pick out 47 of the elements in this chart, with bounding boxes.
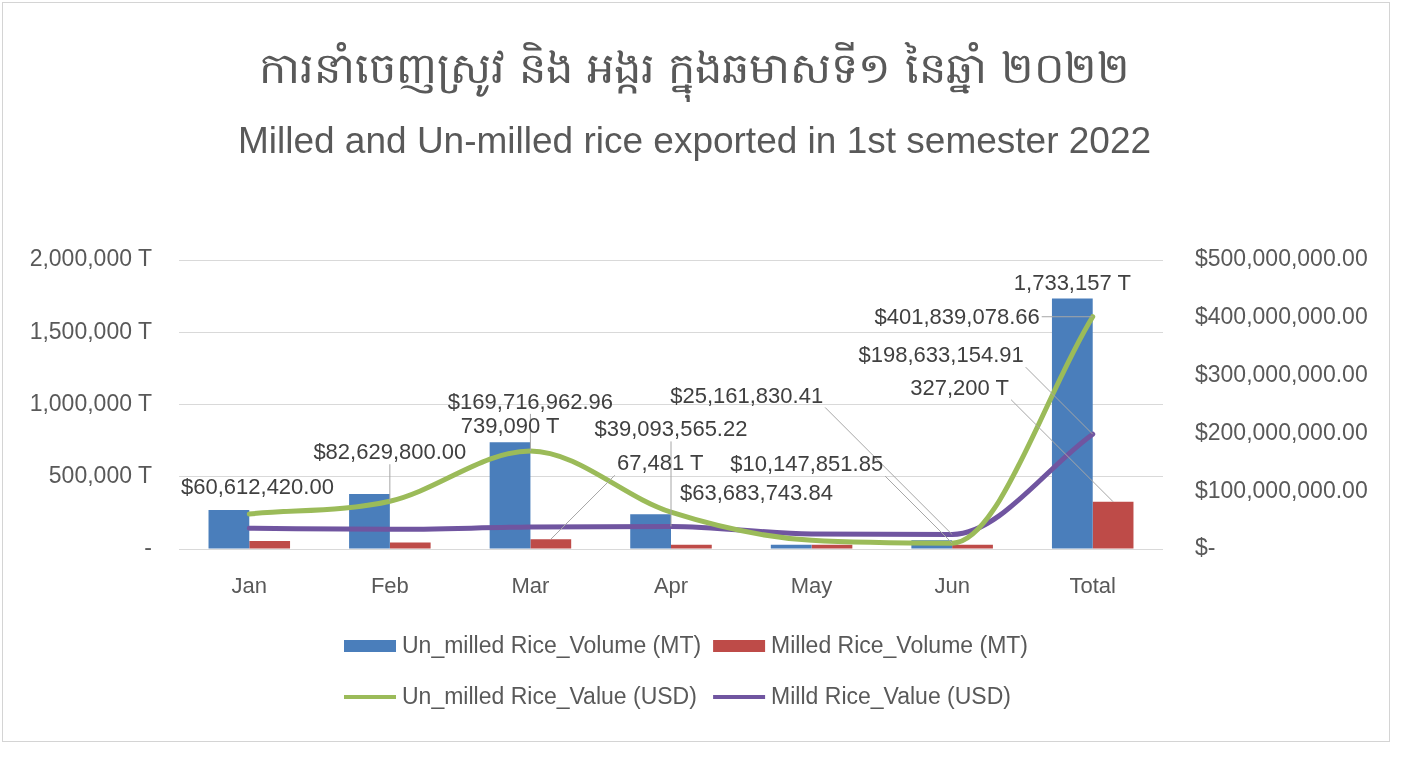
legend-label: Un_milled Rice_Volume (MT) <box>402 632 702 659</box>
bar <box>811 544 853 549</box>
y-tick-label: 500,000 T <box>48 462 152 489</box>
bar <box>208 509 250 549</box>
data-label: 739,090 T <box>460 413 560 439</box>
bar <box>530 539 572 549</box>
bar <box>671 544 712 549</box>
data-label: $60,612,420.00 <box>180 474 334 500</box>
bar <box>389 542 431 549</box>
chart-subtitle: Milled and Un-milled rice exported in 1st semester 2022 <box>237 120 1152 161</box>
data-label: $401,839,078.66 <box>874 303 1040 329</box>
data-label: $39,093,565.22 <box>594 416 748 442</box>
data-label: $63,683,743.84 <box>679 480 833 506</box>
y2-tick-label: $400,000,000.00 <box>1195 303 1368 330</box>
y2-tick-label: $500,000,000.00 <box>1195 245 1368 272</box>
x-tick-label: May <box>790 573 833 599</box>
legend-label: Milld Rice_Value (USD) <box>771 683 1011 710</box>
y-tick-label: 1,500,000 T <box>29 317 152 344</box>
y-tick-label: 2,000,000 T <box>29 245 152 272</box>
data-label: $82,629,800.00 <box>313 439 467 465</box>
chart-title: ការនាំចេញស្រូវ និង អង្ករ ក្នុងឆមាសទី១ នៃឆ្នាំ ២០២២ <box>259 41 1130 102</box>
x-tick-label: Total <box>1069 573 1116 599</box>
y2-tick-label: $100,000,000.00 <box>1195 476 1368 503</box>
legend-label: Un_milled Rice_Value (USD) <box>402 683 697 710</box>
legend-label: Milled Rice_Volume (MT) <box>771 632 1028 659</box>
data-label: 327,200 T <box>910 374 1009 400</box>
bar <box>1051 298 1093 549</box>
x-tick-label: Apr <box>653 573 689 599</box>
data-label: $25,161,830.41 <box>670 382 824 408</box>
data-label: $10,147,851.85 <box>730 451 884 477</box>
data-label: 1,733,157 T <box>1013 269 1131 295</box>
bar <box>1092 501 1134 549</box>
data-label: 67,481 T <box>617 450 704 476</box>
x-tick-label: Jun <box>934 573 970 599</box>
bar <box>770 544 812 549</box>
y2-tick-label: $- <box>1195 534 1216 561</box>
x-tick-label: Mar <box>511 573 550 599</box>
bar <box>249 541 291 549</box>
data-label: $198,633,154.91 <box>858 342 1024 368</box>
x-tick-label: Feb <box>370 573 409 599</box>
data-label: $169,716,962.96 <box>447 388 614 414</box>
x-tick-label: Jan <box>231 573 268 599</box>
y-tick-label: - <box>144 534 152 561</box>
y2-tick-label: $300,000,000.00 <box>1195 360 1368 387</box>
bar <box>952 544 993 549</box>
y-tick-label: 1,000,000 T <box>29 389 152 416</box>
y2-tick-label: $200,000,000.00 <box>1195 418 1368 445</box>
